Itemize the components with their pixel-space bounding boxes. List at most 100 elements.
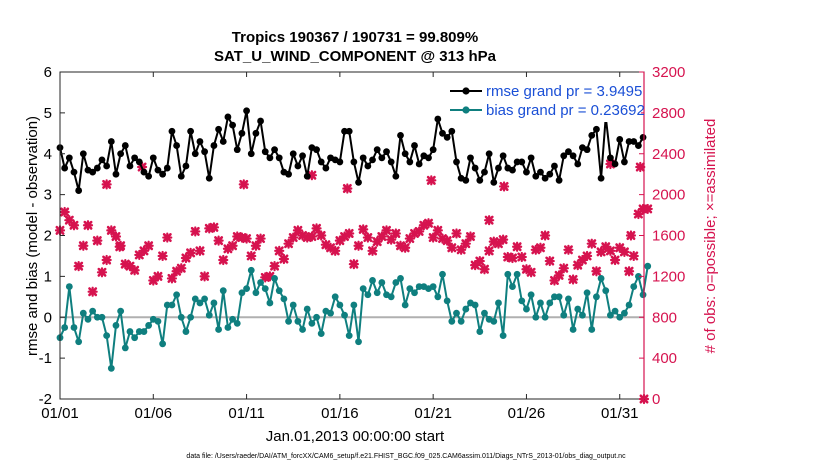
- bias-data-point: [79, 309, 87, 317]
- bias-data-point: [504, 270, 512, 278]
- bias-data-point: [257, 279, 264, 286]
- obs-assimilated-marker: [342, 183, 353, 194]
- obs-assimilated-marker: [185, 247, 196, 258]
- rmse-data-point: [621, 158, 628, 166]
- obs-assimilated-marker: [96, 267, 108, 278]
- bias-data-point: [308, 319, 316, 327]
- rmse-data-point: [266, 154, 274, 162]
- bias-data-point: [541, 313, 549, 321]
- obs-assimilated-marker: [591, 266, 602, 277]
- y-left-tick-label: 0: [44, 309, 52, 326]
- obs-assimilated-marker: [535, 242, 546, 253]
- bias-data-point: [191, 295, 199, 303]
- bias-data-point: [555, 293, 563, 301]
- rmse-data-point: [448, 127, 456, 135]
- legend-bias-label: bias grand pr = 0.23692: [486, 102, 645, 119]
- bias-data-point: [173, 291, 181, 299]
- obs-assimilated-marker: [563, 244, 574, 255]
- bias-data-point: [439, 270, 446, 278]
- bias-data-point: [597, 275, 605, 282]
- rmse-data-point: [364, 162, 372, 170]
- rmse-data-point: [159, 170, 167, 178]
- x-tick-label: 01/01: [41, 405, 79, 422]
- legend-rmse-marker: [462, 87, 470, 95]
- bias-data-point: [224, 324, 232, 331]
- rmse-data-point: [453, 158, 460, 166]
- obs-assimilated-marker: [129, 265, 140, 276]
- bias-data-point: [392, 279, 400, 286]
- obs-assimilated-marker: [484, 215, 495, 226]
- rmse-data-point: [65, 154, 73, 162]
- bias-data-point: [131, 334, 139, 342]
- rmse-data-point: [401, 150, 409, 158]
- bias-data-point: [219, 287, 227, 295]
- bias-data-point: [434, 293, 442, 301]
- bias-data-point: [327, 309, 334, 317]
- rmse-data-point: [163, 164, 171, 172]
- rmse-data-point: [639, 134, 647, 141]
- obs-assimilated-marker: [190, 226, 201, 237]
- obs-assimilated-marker: [544, 255, 555, 267]
- y-left-tick-label: 2: [44, 228, 52, 245]
- rmse-data-point: [93, 164, 101, 172]
- obs-assimilated-marker: [400, 242, 411, 253]
- rmse-data-point: [126, 162, 134, 170]
- bias-data-point: [453, 309, 460, 317]
- rmse-data-point: [191, 150, 199, 158]
- bias-data-point: [313, 313, 320, 321]
- bias-data-point: [187, 313, 195, 321]
- obs-assimilated-marker: [241, 233, 252, 244]
- obs-assimilated-marker: [208, 222, 220, 233]
- rmse-data-point: [541, 174, 549, 182]
- rmse-data-point: [271, 146, 278, 154]
- bias-data-point: [630, 283, 638, 290]
- obs-assimilated-marker: [316, 230, 327, 241]
- rmse-data-point: [551, 162, 558, 170]
- x-tick-label: 01/16: [321, 405, 359, 422]
- y-left-tick-label: 6: [44, 64, 52, 81]
- rmse-data-point: [70, 168, 78, 176]
- bias-data-point: [607, 311, 614, 319]
- obs-assimilated-marker: [250, 240, 262, 251]
- bias-data-point: [285, 317, 292, 325]
- obs-assimilated-marker: [274, 245, 285, 256]
- obs-assimilated-marker: [605, 245, 616, 256]
- bias-data-point: [154, 317, 162, 325]
- obs-assimilated-marker: [311, 223, 322, 234]
- rmse-data-point: [205, 174, 213, 182]
- bias-data-point: [471, 301, 479, 309]
- obs-assimilated-marker: [330, 245, 341, 256]
- bias-data-point: [364, 291, 372, 299]
- y-right-tick-label: 400: [652, 350, 677, 367]
- obs-assimilated-marker: [619, 246, 630, 257]
- y-axis-right-label: # of obs: o=possible; ×=assimilated: [702, 119, 719, 354]
- bias-data-point: [215, 326, 222, 333]
- y-left-tick-label: 5: [44, 105, 52, 122]
- y-left-tick-label: -2: [39, 391, 52, 408]
- obs-assimilated-marker: [292, 225, 303, 236]
- rmse-data-point: [499, 152, 507, 160]
- bias-data-point: [457, 317, 465, 325]
- bias-data-point: [61, 324, 69, 331]
- rmse-data-point: [154, 166, 162, 174]
- rmse-data-point: [415, 160, 423, 168]
- y-right-tick-label: 2000: [652, 187, 685, 204]
- rmse-data-point: [131, 154, 139, 162]
- rmse-data-point: [397, 131, 404, 139]
- bias-data-point: [229, 315, 236, 323]
- bias-data-point: [443, 297, 451, 305]
- rmse-data-point: [574, 160, 582, 168]
- y-right-tick-label: 3200: [652, 64, 685, 81]
- y-left-tick-label: 4: [44, 146, 52, 163]
- rmse-data-point: [224, 113, 232, 121]
- obs-assimilated-marker: [484, 245, 495, 256]
- rmse-data-point: [177, 172, 185, 180]
- obs-assimilated-marker: [114, 241, 125, 252]
- rmse-data-point: [303, 172, 311, 180]
- bias-data-point: [359, 285, 367, 293]
- bias-data-point: [294, 317, 302, 325]
- obs-assimilated-marker: [157, 250, 168, 262]
- rmse-data-point: [378, 154, 386, 162]
- bias-data-point: [569, 326, 577, 333]
- rmse-data-point: [173, 142, 181, 149]
